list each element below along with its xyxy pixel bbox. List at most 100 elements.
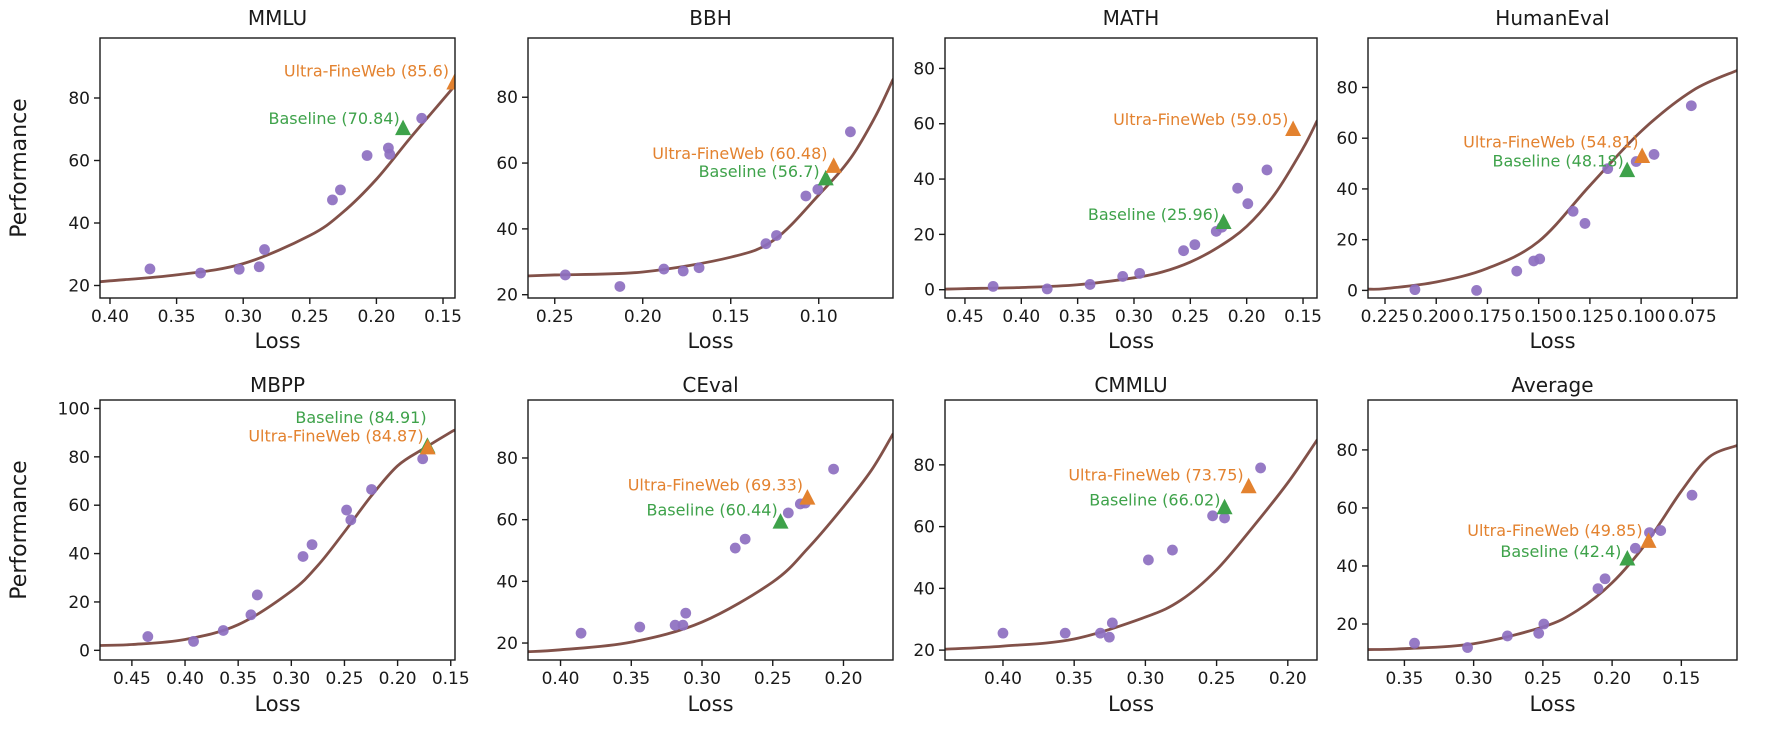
y-tick-label: 100	[58, 399, 90, 419]
scatter-point	[195, 267, 206, 279]
y-tick-label: 20	[68, 593, 90, 613]
panel-title: Average	[1511, 373, 1593, 397]
scatter-point	[1242, 198, 1254, 210]
axes-frame	[527, 399, 894, 661]
ultra-fineweb-marker	[1640, 532, 1657, 548]
x-tick-label: 0.35	[158, 307, 196, 327]
axes-frame	[99, 37, 456, 299]
scatter-point	[1592, 583, 1604, 595]
x-tick-label: 0.30	[1126, 669, 1164, 689]
scatter-point	[559, 269, 571, 281]
scatter-point	[987, 280, 999, 292]
y-tick-label: 0	[924, 281, 935, 301]
scatter-point	[845, 126, 856, 138]
x-axis-label: Loss	[1529, 692, 1575, 716]
axes-frame	[944, 399, 1318, 661]
y-tick-label: 80	[496, 88, 518, 108]
ultra-fineweb-marker	[446, 74, 455, 90]
baseline-label: Baseline (48.18)	[1492, 152, 1623, 171]
scatter-point	[1059, 627, 1071, 639]
panel-title: MMLU	[248, 6, 307, 30]
scatter-point	[1579, 218, 1591, 229]
scatter-point	[1117, 271, 1129, 282]
x-tick-label: 0.35	[1055, 669, 1093, 689]
scatter-point	[217, 625, 229, 636]
y-tick-label: 60	[68, 496, 90, 516]
baseline-marker	[1216, 498, 1233, 515]
x-tick-label: 0.45	[113, 669, 151, 689]
baseline-marker	[817, 169, 834, 186]
x-tick-label: 0.45	[946, 307, 984, 327]
x-tick-label: 0.35	[1059, 307, 1097, 327]
panel-title: HumanEval	[1495, 6, 1609, 30]
ultra-fineweb-marker	[825, 157, 842, 173]
y-axis-label: Performance	[7, 98, 32, 237]
scatter-point	[306, 539, 318, 551]
y-tick-label: 60	[496, 511, 518, 531]
scatter-point	[1567, 205, 1579, 217]
scatter-point	[245, 609, 257, 621]
x-tick-label: 0.150	[1514, 307, 1563, 327]
panel-CEval: 0.40 0.35 0.30 0.25 0.20 20 40 60 80 CEval Loss Ult…	[496, 373, 894, 716]
scatter-point	[335, 184, 346, 196]
baseline-label: Baseline (70.84)	[268, 109, 399, 128]
x-tick-label: 0.20	[825, 669, 863, 689]
scatter-point	[680, 607, 692, 619]
y-tick-label: 80	[68, 89, 90, 109]
scatter-point	[739, 533, 751, 545]
y-tick-label: 20	[68, 276, 90, 296]
scatter-point	[361, 150, 373, 161]
y-tick-label: 40	[68, 545, 90, 565]
x-tick-label: 0.25	[291, 307, 329, 327]
scatter-point	[233, 263, 245, 275]
y-tick-label: 40	[913, 170, 935, 190]
scatter-point	[1084, 279, 1096, 290]
y-tick-label: 80	[496, 449, 518, 469]
scatter-point	[1502, 630, 1513, 642]
scatter-point	[1134, 267, 1146, 279]
y-tick-label: 40	[68, 214, 90, 234]
ultra-fineweb-marker	[1240, 477, 1257, 494]
x-tick-label: 0.20	[1269, 669, 1307, 689]
axes-frame	[1367, 399, 1738, 661]
baseline-label: Baseline (66.02)	[1089, 490, 1220, 509]
scatter-point	[1685, 100, 1697, 112]
ultra-fineweb-marker	[1634, 147, 1651, 163]
ultra-fineweb-label: Ultra-FineWeb (84.87)	[248, 427, 423, 446]
y-tick-label: 20	[913, 225, 935, 245]
scatter-point	[1471, 284, 1482, 296]
x-tick-label: 0.40	[1002, 307, 1040, 327]
scatter-point	[366, 484, 377, 495]
y-tick-label: 80	[913, 59, 935, 79]
scatter-point	[1686, 489, 1698, 501]
fit-curve	[1368, 444, 1737, 651]
scatter-point	[614, 281, 626, 292]
x-axis-label: Loss	[254, 329, 300, 353]
y-tick-label: 80	[1336, 441, 1358, 461]
panel-BBH: 0.25 0.20 0.15 0.10 20 40 60 80 BBH Loss Ultra-Fin…	[496, 6, 894, 353]
scatter-point	[1261, 164, 1273, 176]
ultra-fineweb-marker	[1285, 120, 1302, 137]
panel-MBPP: 0.45 0.40 0.35 0.30 0.25 0.20 0.15 0 20 40 60 80 100…	[7, 373, 470, 716]
ultra-fineweb-label: Ultra-FineWeb (60.48)	[652, 144, 827, 163]
baseline-marker	[1619, 550, 1636, 566]
y-tick-label: 80	[913, 456, 935, 476]
scatter-point	[416, 112, 428, 124]
panel-MATH: 0.45 0.40 0.35 0.30 0.25 0.20 0.15 0 20 40 60 80 MAT…	[913, 6, 1322, 353]
x-axis-label: Loss	[254, 692, 300, 716]
x-tick-label: 0.20	[1228, 307, 1266, 327]
scatter-point	[1602, 163, 1614, 175]
y-tick-label: 80	[68, 448, 90, 468]
x-tick-label: 0.20	[379, 669, 417, 689]
scatter-point	[771, 230, 782, 241]
y-tick-label: 40	[913, 579, 935, 599]
scatter-point	[1534, 253, 1546, 265]
x-tick-label: 0.25	[754, 669, 792, 689]
x-tick-label: 0.25	[1524, 669, 1562, 689]
baseline-label: Baseline (25.96)	[1088, 205, 1219, 224]
y-tick-label: 0	[1347, 281, 1358, 301]
scatter-point	[677, 619, 689, 631]
y-tick-label: 40	[1336, 557, 1358, 577]
